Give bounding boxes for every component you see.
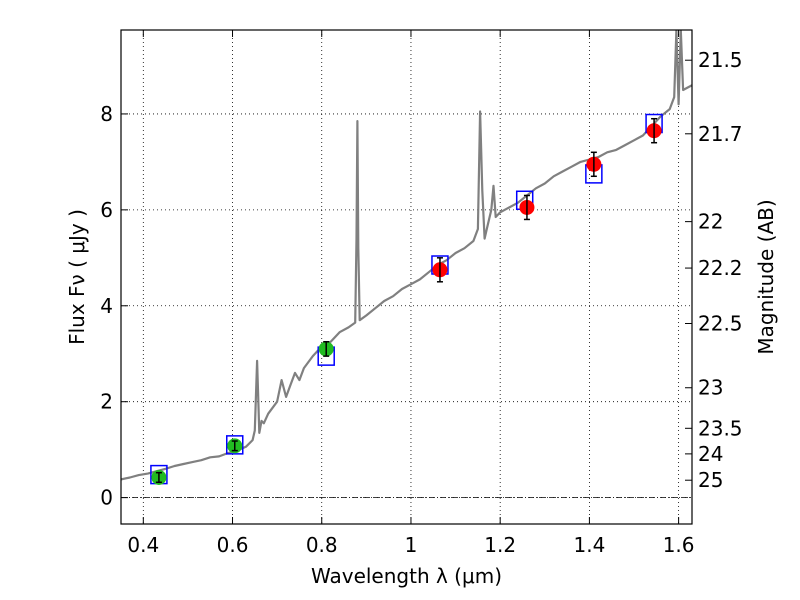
x-tick-label: 1.2	[484, 533, 516, 557]
spectrum-line	[121, 30, 692, 481]
y-axis-label: Flux Fν ( μJy )	[65, 209, 89, 345]
x-tick-label: 0.6	[217, 533, 249, 557]
x-tick-label: 1.4	[573, 533, 605, 557]
x-tick-label: 1	[405, 533, 418, 557]
right-tick-label: 21.7	[698, 122, 743, 146]
right-tick-label: 25	[698, 468, 723, 492]
y-tick-label: 6	[100, 198, 113, 222]
ticks-layer: 0.4 0.6 0.8 1 1.2 1.4 1.60246821.521.72222.222…	[100, 30, 743, 557]
right-tick-label: 22	[698, 210, 723, 234]
grid	[121, 30, 692, 524]
right-tick-label: 23.5	[698, 416, 743, 440]
x-tick-label: 0.4	[127, 533, 159, 557]
points-layer	[150, 113, 663, 485]
y-axis-label-right: Magnitude (AB)	[754, 199, 778, 354]
right-tick-label: 23	[698, 376, 723, 400]
y-tick-label: 2	[100, 390, 113, 414]
right-tick-label: 22.5	[698, 311, 743, 335]
x-tick-label: 1.6	[663, 533, 695, 557]
model-photometry-square	[226, 435, 244, 455]
right-tick-label: 21.5	[698, 48, 743, 72]
spectrum-layer	[121, 30, 692, 481]
y-tick-label: 4	[100, 294, 113, 318]
x-tick-label: 0.8	[306, 533, 338, 557]
right-tick-label: 24	[698, 442, 723, 466]
x-axis-label: Wavelength λ (μm)	[311, 564, 502, 588]
y-tick-label: 8	[100, 102, 113, 126]
y-tick-label: 0	[100, 486, 113, 510]
right-tick-label: 22.2	[698, 256, 743, 280]
plot-frame	[120, 29, 693, 525]
